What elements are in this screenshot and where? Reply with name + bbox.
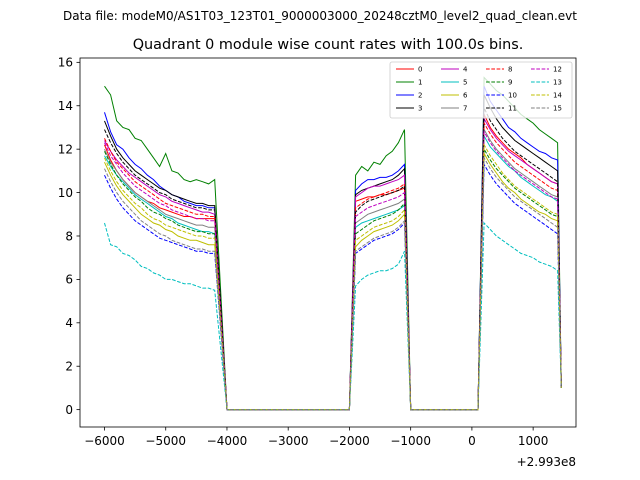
legend-label-8: 8	[508, 66, 512, 74]
series-line-11	[104, 107, 562, 411]
legend-frame	[389, 61, 573, 119]
legend-label-14: 14	[553, 92, 562, 100]
legend-label-2: 2	[418, 92, 422, 100]
y-axis: 0 2 4 6 8 10 12 14 16	[58, 56, 80, 417]
legend-label-12: 12	[553, 66, 562, 74]
legend-label-3: 3	[418, 105, 422, 113]
series-line-14	[104, 142, 562, 411]
y-tick-label: 12	[58, 142, 73, 156]
x-tick-label: −3000	[268, 434, 309, 448]
legend-label-6: 6	[463, 92, 468, 100]
legend-label-9: 9	[508, 79, 512, 87]
y-tick-label: 2	[65, 360, 73, 374]
series-line-3	[104, 94, 562, 411]
y-tick-label: 0	[65, 403, 73, 417]
legend-label-4: 4	[463, 66, 468, 74]
x-tick-label: 1000	[518, 434, 549, 448]
legend-label-7: 7	[463, 105, 467, 113]
x-tick-label: −1000	[390, 434, 431, 448]
series-line-6	[104, 151, 562, 411]
chart-title: Quadrant 0 module wise count rates with …	[133, 37, 524, 53]
legend-label-5: 5	[463, 79, 467, 87]
y-tick-label: 6	[65, 273, 73, 287]
x-axis-offset-label: +2.993e8	[517, 455, 576, 469]
x-tick-label: −2000	[329, 434, 370, 448]
x-tick-label: 0	[468, 434, 476, 448]
legend-label-10: 10	[508, 92, 517, 100]
series-line-2	[104, 86, 562, 411]
legend-label-13: 13	[553, 79, 562, 87]
series-line-10	[104, 162, 562, 411]
legend-label-1: 1	[418, 79, 422, 87]
legend-label-11: 11	[508, 105, 517, 113]
x-tick-label: −4000	[207, 434, 248, 448]
legend-label-15: 15	[553, 105, 562, 113]
series-line-9	[104, 147, 562, 411]
series-line-13	[104, 221, 562, 411]
series-line-7	[104, 127, 562, 411]
plot-lines	[104, 76, 562, 411]
series-line-8	[104, 121, 562, 411]
series-line-12	[104, 129, 562, 411]
series-line-15	[104, 155, 562, 411]
x-axis: −6000 −5000 −4000 −3000 −2000 −1000 0 1000	[84, 427, 548, 448]
series-line-0	[104, 114, 562, 411]
x-tick-label: −5000	[145, 434, 186, 448]
x-tick-label: −6000	[84, 434, 125, 448]
y-tick-label: 16	[58, 56, 73, 70]
legend-label-0: 0	[418, 66, 422, 74]
y-tick-label: 10	[58, 186, 73, 200]
plot-area-frame	[79, 57, 577, 428]
y-tick-label: 14	[58, 99, 73, 113]
series-line-5	[104, 134, 562, 411]
figure-suptitle: Data file: modeM0/AS1T03_123T01_90000030…	[63, 9, 577, 23]
series-line-4	[104, 116, 562, 411]
y-tick-label: 4	[65, 316, 73, 330]
y-tick-label: 8	[65, 229, 73, 243]
